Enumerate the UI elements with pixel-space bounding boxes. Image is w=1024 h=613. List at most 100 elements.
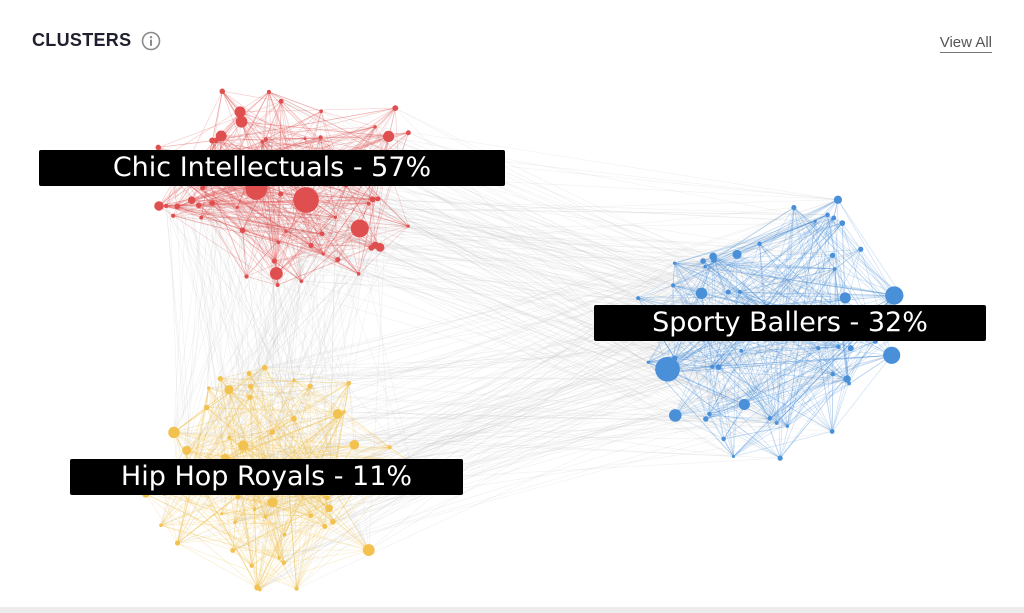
cluster-node-sporty[interactable] [709, 252, 717, 261]
cluster-node-hiphop[interactable] [281, 560, 287, 565]
cluster-node-chic[interactable] [209, 137, 216, 144]
cluster-node-chic[interactable] [319, 109, 323, 114]
cluster-node-sporty[interactable] [785, 424, 790, 428]
cluster-node-chic[interactable] [239, 227, 246, 234]
cluster-node-sporty[interactable] [885, 286, 904, 305]
cluster-node-hiphop[interactable] [263, 515, 268, 519]
cluster-node-sporty[interactable] [738, 398, 750, 411]
cluster-node-chic[interactable] [303, 195, 307, 199]
cluster-node-hiphop[interactable] [267, 497, 278, 508]
cluster-node-hiphop[interactable] [168, 426, 180, 439]
cluster-node-sporty[interactable] [777, 455, 783, 461]
cluster-node-hiphop[interactable] [204, 404, 210, 411]
cluster-node-hiphop[interactable] [247, 394, 253, 400]
cluster-node-hiphop[interactable] [207, 386, 211, 390]
cluster-node-hiphop[interactable] [230, 548, 236, 553]
cluster-node-chic[interactable] [335, 257, 341, 263]
cluster-node-chic[interactable] [284, 229, 288, 234]
cluster-node-hiphop[interactable] [269, 429, 275, 435]
cluster-node-chic[interactable] [303, 137, 307, 141]
cluster-node-sporty[interactable] [791, 204, 797, 211]
cluster-node-chic[interactable] [321, 252, 325, 256]
cluster-node-sporty[interactable] [636, 296, 641, 301]
cluster-node-sporty[interactable] [662, 368, 671, 377]
cluster-node-sporty[interactable] [732, 249, 742, 259]
cluster-node-chic[interactable] [163, 203, 169, 209]
cluster-label-chic-intellectuals[interactable]: Chic Intellectuals - 57% [39, 150, 505, 186]
cluster-node-sporty[interactable] [669, 409, 682, 422]
cluster-node-hiphop[interactable] [342, 410, 346, 414]
cluster-node-chic[interactable] [155, 144, 162, 151]
cluster-node-hiphop[interactable] [332, 409, 343, 419]
cluster-node-hiphop[interactable] [346, 381, 352, 386]
cluster-node-sporty[interactable] [816, 346, 821, 351]
cluster-node-chic[interactable] [278, 98, 284, 104]
cluster-node-chic[interactable] [269, 267, 283, 280]
cluster-node-chic[interactable] [369, 196, 376, 203]
cluster-node-chic[interactable] [215, 130, 227, 142]
cluster-node-sporty[interactable] [813, 219, 817, 223]
cluster-node-sporty[interactable] [703, 416, 709, 422]
cluster-node-chic[interactable] [356, 271, 361, 276]
cluster-node-sporty[interactable] [829, 429, 835, 434]
cluster-node-sporty[interactable] [858, 246, 864, 252]
cluster-node-sporty[interactable] [883, 346, 901, 364]
cluster-node-sporty[interactable] [646, 360, 650, 364]
cluster-node-chic[interactable] [392, 105, 399, 112]
cluster-node-chic[interactable] [244, 274, 249, 279]
info-icon[interactable] [141, 31, 161, 51]
cluster-node-chic[interactable] [235, 115, 248, 128]
cluster-node-chic[interactable] [405, 130, 411, 136]
cluster-node-chic[interactable] [350, 219, 369, 238]
cluster-node-chic[interactable] [187, 196, 196, 205]
cluster-node-hiphop[interactable] [308, 513, 314, 519]
cluster-node-chic[interactable] [318, 135, 323, 140]
cluster-node-hiphop[interactable] [277, 556, 281, 560]
cluster-node-hiphop[interactable] [227, 435, 231, 440]
cluster-node-sporty[interactable] [847, 381, 851, 386]
cluster-node-chic[interactable] [234, 106, 246, 118]
cluster-label-sporty-ballers[interactable]: Sporty Ballers - 32% [594, 305, 986, 341]
cluster-node-hiphop[interactable] [291, 415, 297, 422]
cluster-node-chic[interactable] [368, 244, 375, 251]
cluster-node-hiphop[interactable] [307, 383, 313, 389]
cluster-node-chic[interactable] [275, 282, 280, 288]
view-all-link[interactable]: View All [939, 34, 992, 53]
cluster-node-sporty[interactable] [836, 344, 841, 350]
cluster-node-chic[interactable] [235, 205, 239, 209]
cluster-node-sporty[interactable] [703, 264, 707, 269]
cluster-node-sporty[interactable] [739, 348, 744, 353]
cluster-node-sporty[interactable] [672, 355, 678, 361]
cluster-node-chic[interactable] [170, 213, 176, 218]
cluster-node-chic[interactable] [276, 240, 281, 245]
cluster-node-hiphop[interactable] [235, 494, 241, 500]
cluster-node-sporty[interactable] [843, 375, 851, 383]
cluster-node-sporty[interactable] [721, 436, 726, 442]
cluster-node-sporty[interactable] [847, 345, 854, 352]
cluster-node-hiphop[interactable] [292, 378, 296, 382]
cluster-node-sporty[interactable] [707, 411, 712, 417]
cluster-node-chic[interactable] [333, 215, 338, 219]
cluster-node-hiphop[interactable] [261, 364, 268, 371]
cluster-node-sporty[interactable] [839, 292, 851, 304]
cluster-node-sporty[interactable] [825, 212, 830, 218]
cluster-node-chic[interactable] [260, 139, 264, 144]
cluster-node-hiphop[interactable] [238, 446, 243, 451]
cluster-node-sporty[interactable] [899, 293, 904, 298]
cluster-node-sporty[interactable] [672, 261, 677, 265]
cluster-node-hiphop[interactable] [362, 544, 375, 556]
cluster-node-chic[interactable] [266, 89, 271, 94]
cluster-node-hiphop[interactable] [159, 523, 163, 528]
cluster-node-hiphop[interactable] [174, 540, 181, 546]
cluster-node-hiphop[interactable] [330, 518, 336, 525]
cluster-node-chic[interactable] [319, 231, 325, 237]
cluster-node-sporty[interactable] [757, 241, 762, 247]
cluster-node-hiphop[interactable] [247, 383, 254, 390]
cluster-node-chic[interactable] [308, 242, 314, 248]
cluster-label-hip-hop-royals[interactable]: Hip Hop Royals - 11% [70, 459, 463, 495]
cluster-node-sporty[interactable] [831, 215, 837, 221]
cluster-node-hiphop[interactable] [294, 586, 299, 591]
cluster-node-chic[interactable] [383, 130, 395, 143]
cluster-node-chic[interactable] [406, 224, 410, 228]
cluster-node-chic[interactable] [375, 196, 381, 202]
